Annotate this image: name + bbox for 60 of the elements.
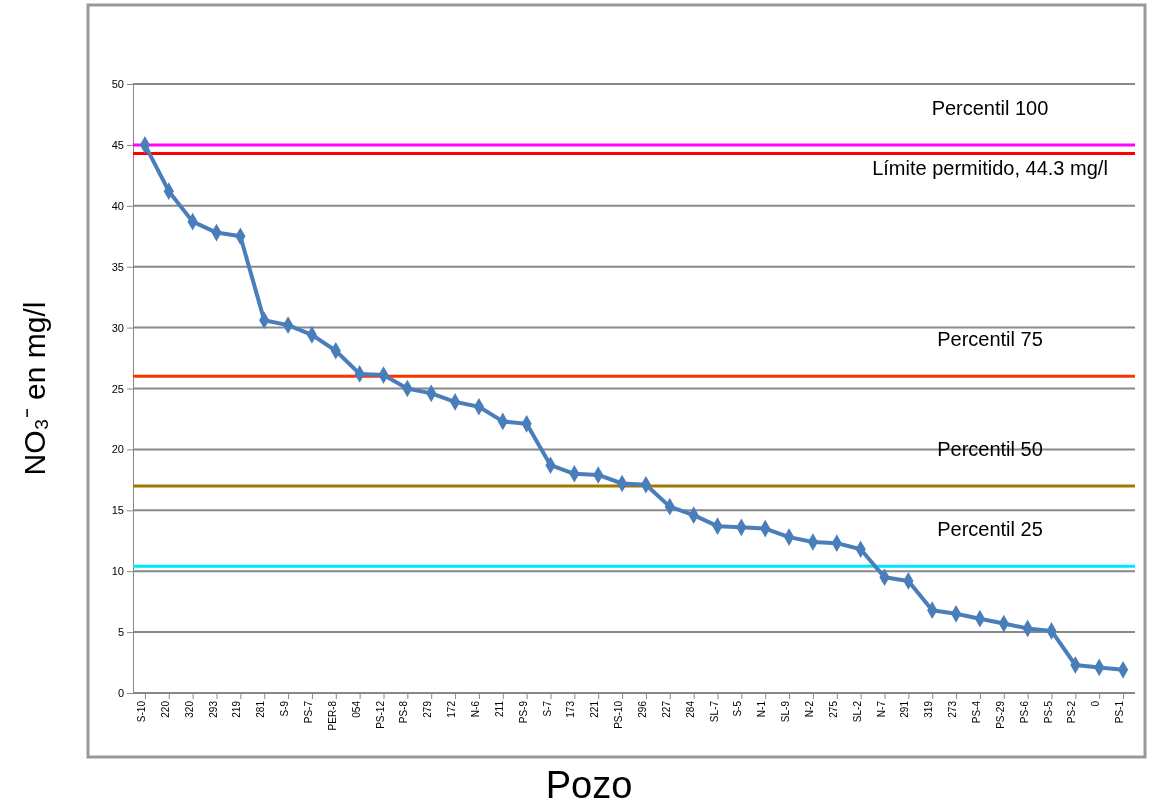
x-tick-label: SL-7: [708, 700, 720, 723]
x-tick-label: S-5: [732, 700, 744, 717]
x-tick-label: N-6: [469, 700, 481, 718]
y-tick-label: 5: [117, 626, 124, 639]
x-tick-label: 281: [255, 700, 267, 718]
x-tick-label: PS-2: [1066, 700, 1078, 724]
x-tick-label: PS-10: [613, 700, 625, 729]
x-tick-label: 296: [636, 700, 648, 718]
x-tick-label: PS-6: [1018, 700, 1030, 724]
x-tick-label: 291: [899, 700, 911, 718]
x-tick-label: PS-8: [398, 700, 410, 724]
ref-line-label: Percentil 50: [937, 437, 1043, 460]
y-tick-label: 15: [111, 504, 124, 517]
x-tick-label: 293: [207, 700, 219, 718]
x-tick-label: 284: [684, 700, 696, 718]
x-tick-label: PS-12: [374, 700, 386, 729]
x-tick-label: 221: [589, 700, 601, 718]
x-tick-label: S-9: [279, 700, 291, 717]
y-tick-label: 45: [111, 138, 124, 151]
x-tick-label: 172: [446, 700, 458, 718]
x-tick-label: PS-5: [1042, 700, 1054, 724]
x-tick-label: PS-4: [970, 700, 982, 724]
x-tick-label: PER-8: [326, 700, 338, 731]
x-tick-label: 219: [231, 700, 243, 718]
x-tick-label: PS-1: [1114, 700, 1126, 724]
x-tick-label: PS-7: [302, 700, 314, 724]
x-tick-label: 319: [923, 700, 935, 718]
x-tick-label: SL-9: [780, 700, 792, 723]
x-tick-label: 275: [827, 700, 839, 718]
y-axis-title: NO₃⁻ en mg/l: [18, 301, 51, 476]
y-tick-label: 50: [111, 78, 124, 91]
y-tick-label: 25: [111, 382, 124, 395]
ref-line-label: Límite permitido, 44.3 mg/l: [872, 157, 1108, 180]
x-tick-label: 211: [493, 700, 505, 717]
x-tick-label: S-7: [541, 700, 553, 717]
y-tick-label: 35: [111, 260, 124, 273]
x-tick-label: N-1: [756, 700, 768, 718]
x-tick-label: 279: [422, 700, 434, 718]
x-tick-label: 0: [1090, 700, 1102, 707]
x-tick-label: PS-29: [994, 700, 1006, 729]
x-tick-label: 227: [660, 700, 672, 718]
x-tick-label: 220: [159, 700, 171, 718]
ref-line-label: Percentil 75: [937, 328, 1043, 351]
y-tick-label: 0: [117, 687, 124, 700]
x-axis-title: Pozo: [545, 764, 633, 803]
y-tick-label: 30: [111, 321, 124, 334]
x-tick-label: 320: [183, 700, 195, 718]
y-tick-label: 10: [111, 565, 124, 578]
x-tick-label: 054: [350, 700, 362, 718]
x-tick-label: 173: [565, 700, 577, 718]
x-tick-label: N-2: [803, 700, 815, 718]
x-tick-label: PS-9: [517, 700, 529, 724]
x-tick-label: SL-2: [851, 700, 863, 723]
x-tick-label: 273: [947, 700, 959, 718]
y-tick-label: 20: [111, 443, 124, 456]
ref-line-label: Percentil 25: [937, 518, 1043, 541]
x-tick-label: S-10: [135, 700, 147, 723]
y-tick-label: 40: [111, 199, 124, 212]
x-tick-label: N-7: [875, 700, 887, 718]
ref-line-label: Percentil 100: [931, 96, 1049, 119]
